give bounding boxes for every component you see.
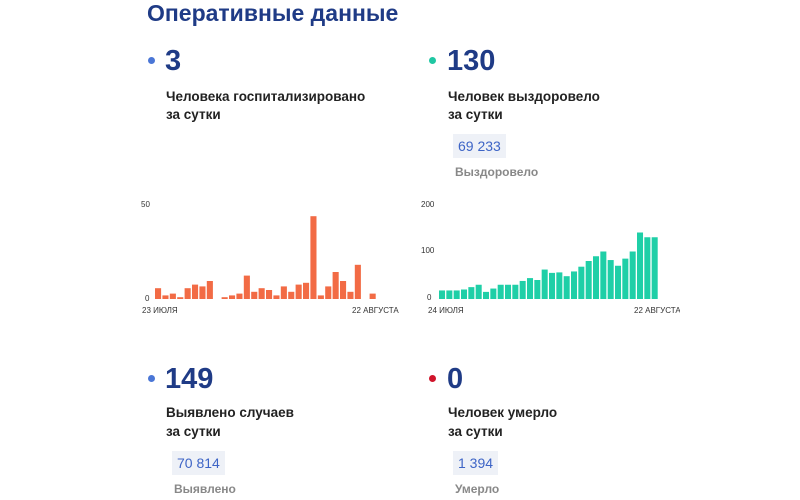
chart-bar [505,284,512,299]
chart-bar [453,290,460,299]
chart-bar [354,264,361,299]
y-tick-label: 50 [141,200,150,209]
chart-bar [221,297,228,299]
deaths-total-label: Умерло [455,482,500,496]
chart-bar [468,287,475,300]
y-tick-label: 100 [421,246,435,255]
chart-bar [651,237,658,299]
chart-bar [258,288,265,299]
chart-bar [340,281,347,299]
chart-bar [295,284,302,299]
y-tick-label: 200 [421,200,435,209]
chart-bar [607,260,614,299]
cases-dot [148,375,155,382]
chart-bar [310,216,317,299]
chart-bar [236,293,243,299]
recovered-total-label: Выздоровело [455,165,539,179]
chart-bar [199,286,206,299]
chart-bar [571,271,578,299]
x-start-label: 24 ИЮЛЯ [428,306,464,315]
hospitalized-chart: 50 0 23 ИЮЛЯ 22 АВГУСТА [141,200,399,315]
chart-bar [629,251,636,299]
chart-bar [206,281,213,299]
chart-bar [534,280,541,299]
chart-bar [563,276,570,299]
chart-bar [475,284,482,299]
deaths-value: 0 [447,363,464,395]
chart-bar [622,258,629,300]
chart-bar [585,261,592,299]
chart-bar [177,297,184,299]
recovered-desc-line2: за сутки [448,107,503,122]
chart-bar [288,291,295,299]
hospitalized-dot [148,57,155,64]
chart-bar [325,286,332,299]
cases-total-badge: 70 814 [172,451,225,475]
hospitalized-desc-line2: за сутки [166,107,221,122]
chart-bar [490,288,497,299]
chart-bar [593,256,600,299]
recovered-value: 130 [447,45,496,77]
hospitalized-value: 3 [165,45,182,77]
chart-bar [280,286,287,299]
chart-bar [483,291,490,300]
x-end-label: 22 АВГУСТА [634,306,680,315]
x-end-label: 22 АВГУСТА [352,306,399,315]
recovered-chart: 200 100 0 24 ИЮЛЯ 22 АВГУСТА [421,200,680,315]
chart-bar [549,272,556,300]
y-tick-label: 0 [427,293,432,302]
chart-bar [369,293,376,299]
chart-bar [600,251,607,299]
deaths-total-badge: 1 394 [453,451,499,475]
chart-bar [184,288,191,299]
chart-bar [317,295,324,299]
chart-bar [512,284,519,299]
chart-bar [556,272,563,299]
hospitalized-desc-line1: Человека госпитализировано [166,89,366,104]
chart-bar [637,232,644,299]
chart-bar [155,288,162,299]
chart-bar [578,266,585,299]
page-title: Оперативные данные [147,0,399,26]
recovered-desc-line1: Человек выздоровело [448,89,600,104]
chart-bar [332,272,339,299]
chart-bar [446,290,453,299]
cases-desc-line2: за сутки [166,424,221,439]
y-tick-label: 0 [145,294,150,303]
chart-bar [347,291,354,299]
chart-bar [519,280,526,299]
cases-desc-line1: Выявлено случаев [166,405,294,420]
deaths-desc-line1: Человек умерло [448,405,558,420]
recovered-dot [429,57,436,64]
chart-bar [169,293,176,299]
chart-bar [192,284,199,299]
chart-bar [461,289,468,299]
chart-bar [439,290,446,299]
chart-bar [273,295,280,299]
chart-bar [497,284,504,299]
chart-bar [527,278,534,299]
recovered-total-badge: 69 233 [453,134,506,158]
deaths-desc-line2: за сутки [448,424,503,439]
chart-bar [303,282,310,299]
x-start-label: 23 ИЮЛЯ [142,306,178,315]
chart-bar [615,265,622,299]
chart-bar [266,290,273,299]
cases-value: 149 [165,363,214,395]
deaths-dot [429,375,436,382]
cases-total-label: Выявлено [174,482,236,496]
chart-bar [243,275,250,299]
chart-bar [251,291,258,299]
chart-bar [229,295,236,299]
chart-bar [541,269,548,299]
chart-bar [644,237,651,299]
chart-bar [162,295,169,299]
